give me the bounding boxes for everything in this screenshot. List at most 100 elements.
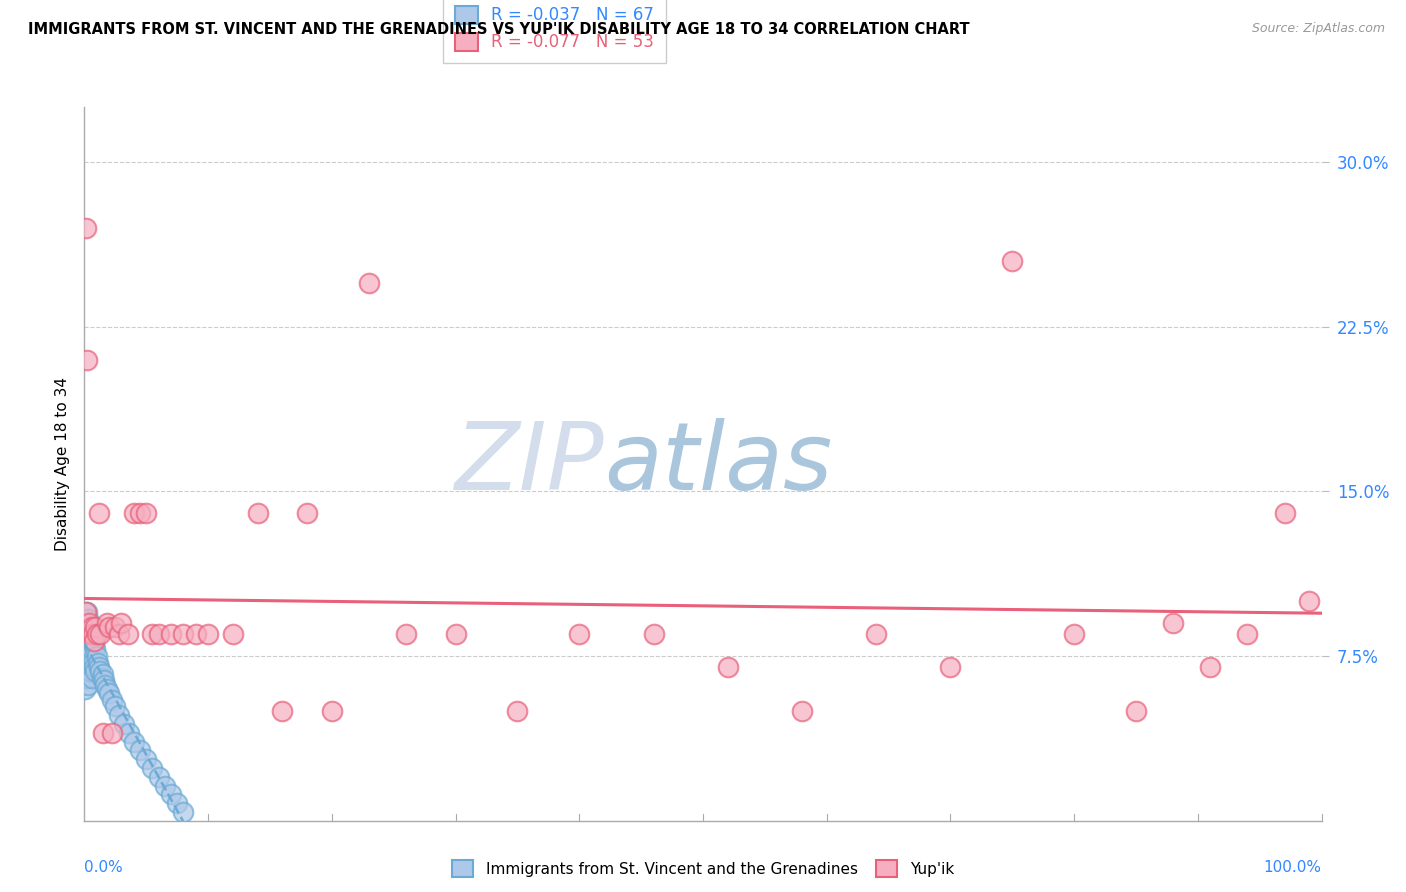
Point [79,665,101,679]
Point [1199,660,1222,674]
Point [79,620,101,634]
Point [79,633,101,648]
Point [84,620,107,634]
Point [129,506,152,520]
Point [79,665,101,679]
Point [80,671,103,685]
Point [197,627,219,641]
Point [222,627,245,641]
Point [84,665,107,679]
Point [148,770,170,784]
Point [75,615,97,630]
Point [568,627,591,641]
Point [295,506,318,520]
Point [76,627,98,641]
Point [122,506,145,520]
Point [506,704,529,718]
Point [80,642,103,657]
Point [271,704,294,718]
Point [100,693,122,707]
Text: IMMIGRANTS FROM ST. VINCENT AND THE GRENADINES VS YUP'IK DISABILITY AGE 18 TO 34: IMMIGRANTS FROM ST. VINCENT AND THE GREN… [28,22,970,37]
Point [321,704,343,718]
Point [76,352,98,367]
Point [75,648,97,663]
Point [1001,253,1024,268]
Point [80,620,103,634]
Point [122,734,145,748]
Point [91,666,114,681]
Point [76,620,98,634]
Point [75,627,97,641]
Text: 0.0%: 0.0% [84,860,124,875]
Point [135,506,157,520]
Point [76,605,98,619]
Point [89,665,111,679]
Point [1274,506,1296,520]
Point [82,656,104,670]
Text: 100.0%: 100.0% [1264,860,1322,875]
Point [96,615,118,630]
Point [79,615,101,630]
Point [117,627,139,641]
Point [129,743,152,757]
Point [91,726,114,740]
Point [1298,594,1320,608]
Point [86,627,108,641]
Point [1236,627,1258,641]
Point [80,627,103,641]
Point [1125,704,1147,718]
Point [135,752,157,766]
Point [160,787,183,801]
Point [75,671,97,685]
Point [717,660,740,674]
Point [643,627,665,641]
Text: Source: ZipAtlas.com: Source: ZipAtlas.com [1251,22,1385,36]
Point [75,660,97,674]
Point [82,627,104,641]
Point [76,642,98,657]
Point [83,633,105,648]
Point [89,660,111,674]
Point [73,638,96,652]
Point [77,656,100,670]
Point [246,506,269,520]
Point [94,677,117,691]
Point [75,660,97,674]
Point [77,627,100,641]
Point [790,704,813,718]
Point [357,276,380,290]
Point [939,660,962,674]
Point [77,633,100,648]
Point [83,660,105,674]
Point [89,506,111,520]
Point [166,796,188,810]
Point [148,627,170,641]
Point [77,648,100,663]
Point [141,627,163,641]
Point [75,615,97,630]
Point [118,726,141,740]
Point [865,627,887,641]
Point [98,686,121,700]
Point [79,656,101,670]
Point [79,627,101,641]
Point [104,620,127,634]
Point [75,605,97,619]
Point [84,642,107,657]
Point [86,648,108,663]
Point [79,648,101,663]
Point [89,627,111,641]
Point [141,761,163,775]
Point [93,673,115,687]
Point [82,633,104,648]
Point [75,220,97,235]
Point [172,627,194,641]
Point [395,627,418,641]
Point [77,677,100,691]
Point [76,648,98,663]
Point [160,627,183,641]
Point [83,638,105,652]
Point [75,638,97,652]
Point [96,681,118,696]
Point [79,620,101,634]
